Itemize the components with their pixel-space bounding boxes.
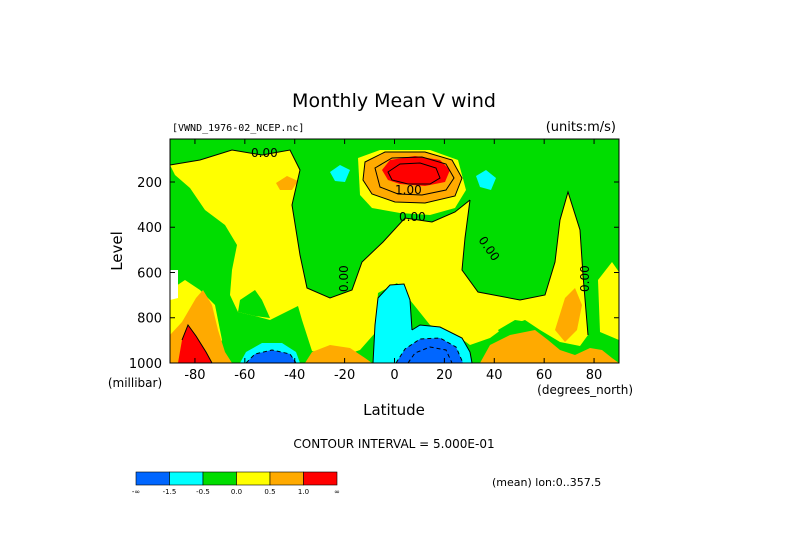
region-red-bl — [178, 325, 212, 363]
region-orange-small — [276, 176, 298, 190]
x-axis: -80 -60 -40 -20 0 20 40 60 80 — [184, 139, 602, 383]
colorbar-label: -0.5 — [196, 488, 210, 496]
contour-label: 0.00 — [251, 146, 278, 160]
x-tick-label: 20 — [436, 368, 453, 383]
x-tick-label: -60 — [234, 368, 255, 383]
y-axis-label: Level — [108, 231, 126, 271]
contour-line-neg-3 — [245, 349, 297, 363]
contour-line-tropic-1 — [372, 283, 413, 363]
y-tick-label: 1000 — [129, 357, 162, 372]
plot-area — [170, 139, 619, 363]
region-cyan-small-1 — [330, 165, 350, 182]
colorbar: -∞ -1.5 -0.5 0.0 0.5 1.0 ∞ — [132, 471, 340, 496]
region-orange-right — [480, 330, 619, 363]
colorbar-label: ∞ — [334, 488, 340, 496]
colorbar-swatch — [135, 471, 170, 486]
x-tick-label: 0 — [390, 368, 398, 383]
contour-label: 1.00 — [395, 183, 422, 197]
y-tick-label: 600 — [137, 266, 162, 281]
colorbar-label: -1.5 — [163, 488, 177, 496]
footer-note: (mean) lon:0..357.5 — [492, 476, 601, 489]
contour-line-neg-1 — [395, 337, 464, 363]
contour-label: 0.00 — [399, 210, 426, 224]
y-tick-label: 200 — [137, 176, 162, 191]
region-orange-right-2 — [555, 288, 582, 342]
colorbar-swatch — [269, 471, 304, 486]
y-tick-label: 400 — [137, 221, 162, 236]
contour-line-bl — [181, 323, 213, 363]
x-tick-label: 80 — [586, 368, 603, 383]
region-yellow — [170, 150, 588, 357]
contour-line-tropic-2 — [411, 324, 473, 363]
y-axis: 200 400 600 800 1000 — [129, 176, 619, 372]
region-yellow-right — [598, 262, 619, 340]
colorbar-label: 1.0 — [298, 488, 309, 496]
colorbar-label: 0.5 — [264, 488, 275, 496]
contour-line-jet-2 — [374, 156, 455, 196]
contour-interval-text: CONTOUR INTERVAL = 5.000E-01 — [293, 437, 494, 451]
region-cyan-small-2 — [476, 170, 496, 190]
y-tick-label: 800 — [137, 312, 162, 327]
x-tick-label: -40 — [284, 368, 305, 383]
colorbar-label: -∞ — [132, 488, 140, 496]
x-axis-units: (degrees_north) — [537, 383, 633, 397]
x-tick-label: 60 — [536, 368, 553, 383]
x-tick-label: -80 — [184, 368, 205, 383]
dataset-label: [VWND_1976-02_NCEP.nc] — [172, 123, 304, 134]
x-axis-label: Latitude — [363, 401, 425, 419]
units-label: (units:m/s) — [546, 120, 616, 135]
region-red-jet — [382, 156, 450, 186]
region-white-ground — [170, 270, 178, 300]
region-green-pocket — [238, 290, 270, 318]
contour-line-neg-2 — [407, 346, 453, 363]
contour-line-zero — [170, 149, 471, 299]
x-tick-label: -20 — [334, 368, 355, 383]
x-tick-label: 40 — [486, 368, 503, 383]
colorbar-swatch — [169, 471, 204, 486]
region-orange-mid — [305, 345, 372, 363]
colorbar-swatch — [202, 471, 237, 486]
contour-label: 0.00 — [578, 265, 592, 292]
chart-title: Monthly Mean V wind — [292, 90, 496, 112]
colorbar-swatch — [303, 471, 338, 486]
contour-line-jet-1 — [362, 151, 463, 204]
contour-label: 0.00 — [337, 265, 351, 292]
contour-line-jet-3 — [387, 162, 441, 185]
y-axis-units: (millibar) — [108, 376, 162, 390]
colorbar-label: 0.0 — [231, 488, 242, 496]
contour-line-zero-2 — [461, 190, 589, 336]
colorbar-swatch — [236, 471, 271, 486]
